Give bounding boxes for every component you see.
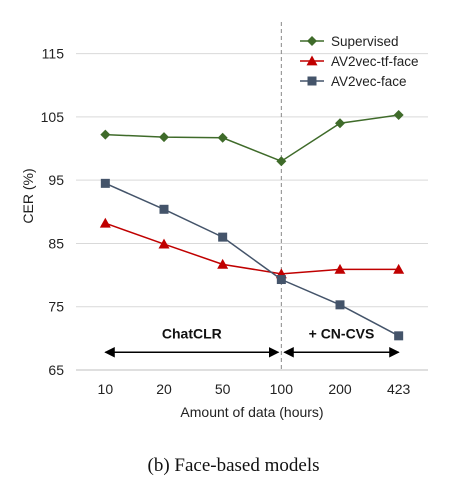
legend-marker xyxy=(307,36,317,46)
data-point xyxy=(217,258,229,269)
data-point xyxy=(393,110,404,121)
x-axis-title: Amount of data (hours) xyxy=(180,404,323,420)
data-point xyxy=(100,129,111,140)
data-point xyxy=(158,238,170,249)
data-point xyxy=(276,156,287,167)
y-tick-label: 115 xyxy=(42,46,65,62)
data-point xyxy=(159,132,169,143)
legend-marker xyxy=(307,76,317,86)
series-av2vec-tf-face xyxy=(99,217,405,279)
figure-caption: (b) Face-based models xyxy=(147,455,320,476)
region-label: ChatCLR xyxy=(162,325,222,341)
legend-label: AV2vec-face xyxy=(331,74,407,89)
data-point xyxy=(335,118,345,129)
legend-label: AV2vec-tf-face xyxy=(331,54,419,69)
legend-entry: Supervised xyxy=(300,34,399,49)
series-line xyxy=(105,182,400,337)
legend-label: Supervised xyxy=(331,34,399,49)
y-tick-label: 95 xyxy=(48,172,64,188)
legend-marker xyxy=(306,55,318,66)
series-av2vec-face xyxy=(100,178,404,341)
x-tick-label: 50 xyxy=(215,381,231,397)
legend-entry: AV2vec-face xyxy=(300,74,407,89)
x-tick-label: 423 xyxy=(387,381,411,397)
region-label: + CN-CVS xyxy=(309,325,375,341)
series-supervised xyxy=(100,110,404,167)
data-point xyxy=(393,263,405,274)
data-point xyxy=(99,217,111,228)
y-tick-label: 75 xyxy=(48,299,64,315)
legend-entry: AV2vec-tf-face xyxy=(300,54,419,69)
x-tick-label: 200 xyxy=(328,381,352,397)
line-chart: 65 75 85 95 105 115 10 20 50 100 200 423 Amount of d… xyxy=(20,22,428,420)
data-point xyxy=(335,300,345,310)
x-tick-label: 10 xyxy=(98,381,114,397)
y-tick-label: 85 xyxy=(48,235,64,251)
series-line xyxy=(105,222,399,275)
data-point xyxy=(218,232,228,242)
data-point xyxy=(217,132,228,143)
data-point xyxy=(334,263,346,274)
y-tick-label: 65 xyxy=(48,362,64,378)
data-point xyxy=(159,204,169,214)
series-line xyxy=(105,114,399,163)
x-tick-label: 100 xyxy=(270,381,294,397)
data-point xyxy=(394,331,404,341)
x-tick-label: 20 xyxy=(156,381,172,397)
y-tick-label: 105 xyxy=(41,109,65,125)
data-point xyxy=(276,275,286,285)
data-point xyxy=(100,178,110,188)
y-axis-title: CER (%) xyxy=(20,168,36,223)
